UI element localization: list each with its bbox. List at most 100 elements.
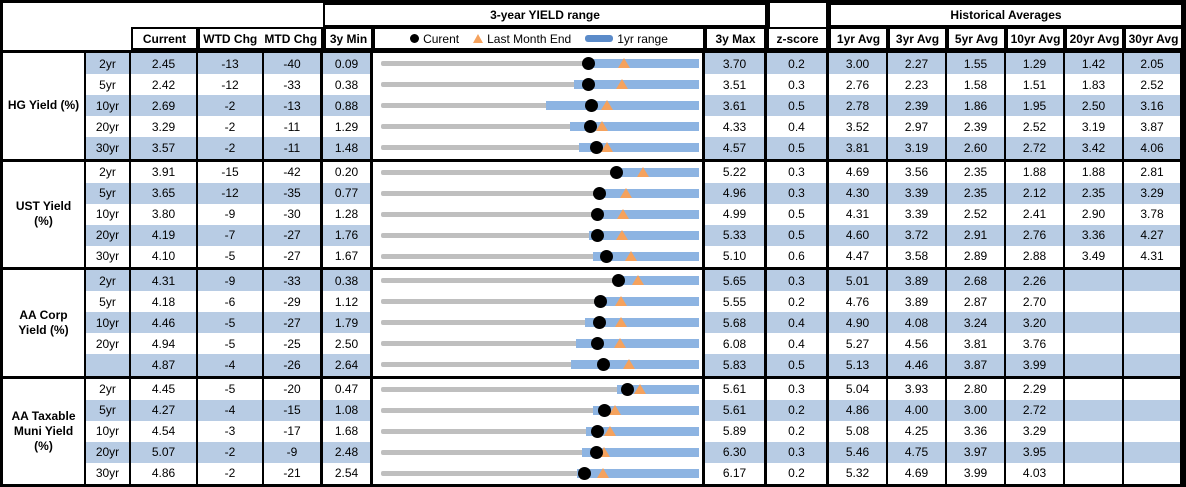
range-chart-area: [381, 137, 699, 158]
range-chart: [373, 137, 705, 159]
range-bar-1yr: [588, 59, 699, 69]
3yr-avg-cell: 4.00: [888, 399, 947, 421]
3y-max-cell: 4.57: [705, 137, 767, 159]
30yr-avg-cell: [1124, 399, 1183, 421]
z-score-cell: 0.5: [767, 137, 829, 159]
mtd-chg-cell: -30: [264, 203, 323, 225]
wtd-chg-cell: -2: [198, 116, 264, 138]
10yr-avg-cell: 2.70: [1006, 291, 1065, 313]
mtd-chg-cell: -25: [264, 333, 323, 355]
current-cell: 3.57: [131, 137, 198, 159]
range-track: [381, 299, 699, 305]
5yr-avg-cell: 2.80: [947, 378, 1006, 400]
range-chart: [373, 378, 705, 400]
range-chart: [373, 420, 705, 442]
table-header: 3-year YIELD range Historical Averages C…: [3, 3, 1183, 50]
10yr-avg-cell: 1.51: [1006, 74, 1065, 96]
wtd-chg-cell: -5: [198, 333, 264, 355]
z-score-cell: 0.5: [767, 224, 829, 246]
range-chart-area: [381, 270, 699, 291]
range-chart: [373, 245, 705, 267]
z-score-cell: 0.5: [767, 354, 829, 376]
current-cell: 2.69: [131, 95, 198, 117]
range-track: [381, 386, 699, 392]
1yr-avg-cell: 4.31: [829, 203, 888, 225]
current-cell: 4.86: [131, 462, 198, 484]
last-month-end-triangle-icon: [596, 467, 609, 478]
wtd-chg-cell: -2: [198, 95, 264, 117]
5yr-avg-cell: 3.97: [947, 441, 1006, 463]
range-chart-area: [381, 225, 699, 246]
30yr-avg-cell: [1124, 354, 1183, 376]
current-dot-icon: [594, 295, 608, 309]
tenor-cell: 30yr: [86, 137, 131, 159]
5yr-avg-cell: 3.24: [947, 312, 1006, 334]
mtd-chg-label: MTD Chg: [264, 31, 318, 46]
3y-min-cell: 2.50: [323, 333, 373, 355]
range-track: [381, 428, 699, 434]
last-month-end-triangle-icon: [633, 383, 646, 394]
3y-min-cell: 0.38: [323, 74, 373, 96]
legend-last-month-end: Last Month End: [473, 32, 571, 46]
current-cell: 4.19: [131, 224, 198, 246]
section-grid: AA Taxable Muni Yield (%) 2yr 4.45 -5 -20 0.4…: [3, 378, 1183, 484]
3yr-avg-cell: 3.58: [888, 245, 947, 267]
3yr-avg-cell: 2.39: [888, 95, 947, 117]
section-grid: UST Yield (%) 2yr 3.91 -15 -42 0.20 5.22 0.3 4.6…: [3, 161, 1183, 267]
legend-range-label: 1yr range: [617, 31, 668, 46]
wtd-chg-cell: -4: [198, 399, 264, 421]
range-chart-area: [381, 74, 699, 95]
10yr-avg-cell: 2.52: [1006, 116, 1065, 138]
mtd-chg-cell: -21: [264, 462, 323, 484]
range-chart-area: [381, 463, 699, 484]
last-month-end-triangle-icon: [625, 250, 638, 261]
z-score-cell: 0.3: [767, 182, 829, 204]
30yr-avg-cell: 2.52: [1124, 74, 1183, 96]
30yr-avg-cell: 4.31: [1124, 245, 1183, 267]
3y-min-cell: 1.76: [323, 224, 373, 246]
tenor-cell: 20yr: [86, 441, 131, 463]
3yr-avg-cell: 3.93: [888, 378, 947, 400]
wtd-chg-cell: -2: [198, 462, 264, 484]
range-chart-area: [381, 116, 699, 137]
20yr-avg-cell: [1065, 354, 1124, 376]
current-dot-icon: [585, 99, 599, 113]
wtd-chg-cell: -9: [198, 270, 264, 292]
current-cell: 4.94: [131, 333, 198, 355]
range-bar-icon: [585, 35, 614, 42]
5yr-avg-cell: 3.99: [947, 462, 1006, 484]
3y-min-cell: 2.64: [323, 354, 373, 376]
30yr-avg-cell: 3.16: [1124, 95, 1183, 117]
5yr-avg-cell: 2.87: [947, 291, 1006, 313]
1yr-avg-cell: 5.13: [829, 354, 888, 376]
10yr-avg-cell: 3.20: [1006, 312, 1065, 334]
3y-max-cell: 5.22: [705, 161, 767, 183]
range-chart-area: [381, 53, 699, 74]
group-label: UST Yield (%): [3, 161, 86, 267]
z-score-cell: 0.3: [767, 161, 829, 183]
3y-min-cell: 0.47: [323, 378, 373, 400]
20yr-avg-cell: [1065, 291, 1124, 313]
range-bar-1yr: [584, 318, 699, 328]
30yr-avg-cell: [1124, 312, 1183, 334]
current-cell: 2.42: [131, 74, 198, 96]
range-bar-1yr: [582, 447, 699, 457]
range-chart-area: [381, 312, 699, 333]
current-dot-icon: [589, 141, 603, 155]
20yr-avg-cell: 1.42: [1065, 53, 1124, 75]
5yr-avg-cell: 2.60: [947, 137, 1006, 159]
3y-max-cell: 6.17: [705, 462, 767, 484]
tenor-cell: 2yr: [86, 378, 131, 400]
3yr-avg-cell: 4.69: [888, 462, 947, 484]
range-chart: [373, 182, 705, 204]
table-section: AA Taxable Muni Yield (%) 2yr 4.45 -5 -20 0.4…: [3, 375, 1183, 484]
current-cell: 4.45: [131, 378, 198, 400]
section-grid: AA Corp Yield (%) 2yr 4.31 -9 -33 0.38 5.65 0.3…: [3, 270, 1183, 376]
last-month-end-triangle-icon: [620, 187, 633, 198]
current-dot-icon: [598, 403, 612, 417]
wtd-chg-cell: -4: [198, 354, 264, 376]
wtd-chg-cell: -5: [198, 245, 264, 267]
20yr-avg-cell: 3.42: [1065, 137, 1124, 159]
z-score-cell: 0.3: [767, 378, 829, 400]
10yr-avg-cell: 2.29: [1006, 378, 1065, 400]
